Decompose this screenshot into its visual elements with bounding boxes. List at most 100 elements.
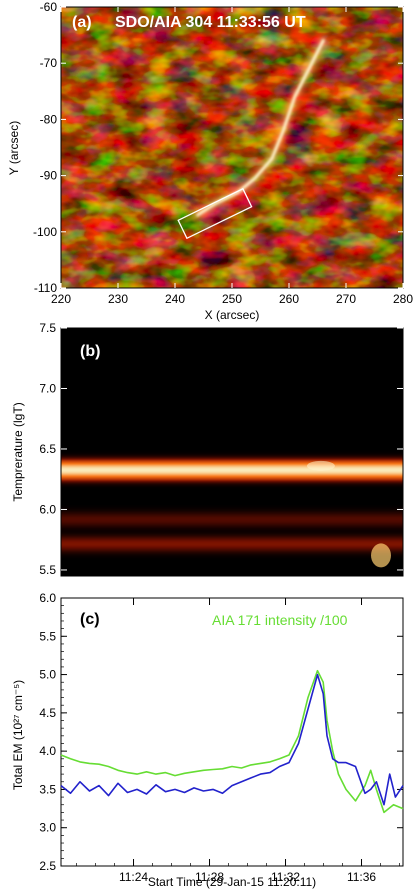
temperature-band-row [61, 454, 403, 456]
temperature-band-row [61, 522, 403, 524]
panel-a-axes: 220 230 240 250 260 270 280 -60 -70 -80 -90 -100 -11… [33, 0, 413, 306]
temperature-band-row [61, 527, 403, 529]
temperature-band-row [61, 535, 403, 537]
temperature-band-row [61, 448, 403, 450]
panel-a-ytick-label: -110 [34, 281, 57, 295]
temperature-band-row [61, 521, 403, 523]
temperature-band-row [61, 453, 403, 455]
temperature-band-row [61, 463, 403, 465]
temperature-band-row [61, 461, 403, 463]
temperature-band-row [61, 488, 403, 490]
temperature-band-row [61, 452, 403, 454]
panel-b-ytick-label: 7.5 [39, 321, 56, 335]
temperature-band-row [61, 512, 403, 514]
panel-c-tag: (c) [80, 611, 100, 628]
temperature-band-row [61, 469, 403, 471]
temperature-band-row [61, 540, 403, 542]
panel-a-ytick-label: -60 [40, 0, 58, 14]
temperature-band-row [61, 551, 403, 553]
temperature-band-row [61, 533, 403, 535]
temperature-band-row [61, 451, 403, 453]
panel-c-lines [60, 669, 404, 814]
panel-a-overlay [177, 36, 328, 240]
temperature-band-row [61, 529, 403, 531]
temperature-band-row [61, 479, 403, 481]
temperature-band-row [61, 544, 403, 546]
panel-c-ytick-label: 5.0 [39, 668, 56, 682]
panel-a-ytick-label: -90 [40, 169, 58, 183]
temperature-band-row [61, 558, 403, 560]
temperature-band-row [61, 494, 403, 495]
temperature-band-row [61, 531, 403, 533]
temperature-band-row [61, 482, 403, 484]
temperature-band-row [61, 529, 403, 531]
selection-box [177, 187, 253, 240]
temperature-band-row [61, 515, 403, 517]
temperature-band-row [61, 507, 403, 509]
temperature-band-row [61, 514, 403, 516]
temperature-band-row [61, 472, 403, 474]
panel-c-xtick-label: 11:32 [271, 870, 300, 884]
panel-c-ytick-label: 6.0 [39, 591, 56, 605]
temperature-band-row [61, 509, 403, 511]
temperature-band-row [61, 543, 403, 545]
temperature-band-row [61, 518, 403, 520]
temperature-band-row [61, 467, 403, 469]
temperature-band-row [61, 567, 403, 568]
temperature-band-row [61, 556, 403, 558]
panel-c-ytick-label: 4.0 [39, 744, 56, 758]
temperature-band-row [61, 511, 403, 513]
temperature-band-row [61, 516, 403, 518]
temperature-band-row [61, 465, 403, 467]
temperature-band-row [61, 534, 403, 536]
temperature-band-row [61, 504, 403, 506]
panel-a-title: SDO/AIA 304 11:33:56 UT [115, 14, 306, 31]
panel-c: 2.5 3.0 3.5 4.0 4.5 5.0 5.5 6.0 11:24 11:28 11:32 1… [11, 591, 404, 889]
series-aia171-line [60, 669, 404, 814]
panel-a-xtick-label: 280 [393, 292, 413, 306]
temperature-band-row [61, 510, 403, 512]
temperature-band-row [61, 561, 403, 563]
temperature-band-row [61, 468, 403, 470]
temperature-band-row [61, 535, 403, 537]
temperature-band-row [61, 466, 403, 468]
temperature-band-row [61, 489, 403, 491]
temperature-band-row [61, 525, 403, 527]
temperature-band-row [61, 508, 403, 510]
temperature-band-row [61, 487, 403, 489]
panel-c-ytick-label: 4.5 [39, 706, 56, 720]
panel-a-ytick-label: -70 [40, 56, 58, 70]
panel-b-ylabel: Temprerature (lgT) [11, 402, 25, 501]
temperature-band-row [61, 553, 403, 555]
panel-b-peak-spot [306, 460, 335, 471]
panel-a-ytick-label: -100 [33, 225, 57, 239]
temperature-band-row [61, 554, 403, 556]
panel-c-xtick-label: 11:28 [195, 870, 224, 884]
temperature-band-row [61, 484, 403, 486]
panel-b-bands [61, 448, 403, 568]
temperature-band-row [61, 532, 403, 534]
panel-a-xtick-label: 260 [279, 292, 299, 306]
temperature-band-row [61, 458, 403, 460]
panel-b: (b) 5.5 6.0 6.5 7.0 7.5 Temprerature (lgT) [11, 321, 404, 577]
temperature-band-row [61, 464, 403, 466]
temperature-band-row [61, 547, 403, 549]
panel-a-ytick-label: -80 [40, 112, 58, 126]
temperature-band-row [61, 550, 403, 552]
temperature-band-row [61, 475, 403, 477]
temperature-band-row [61, 546, 403, 548]
panel-a: (a) SDO/AIA 304 11:33:56 UT 220 230 240 250… [7, 0, 413, 322]
temperature-band-row [61, 459, 403, 461]
temperature-band-row [61, 471, 403, 473]
temperature-band-row [61, 480, 403, 482]
temperature-band-row [61, 450, 403, 452]
temperature-band-row [61, 476, 403, 478]
temperature-band-row [61, 552, 403, 554]
temperature-band-row [61, 542, 403, 544]
panel-c-ytick-label: 2.5 [39, 859, 56, 873]
temperature-band-row [61, 519, 403, 521]
panel-c-xtick-label: 11:36 [347, 870, 376, 884]
panel-a-xlabel: X (arcsec) [205, 308, 260, 322]
temperature-band-row [61, 474, 403, 476]
